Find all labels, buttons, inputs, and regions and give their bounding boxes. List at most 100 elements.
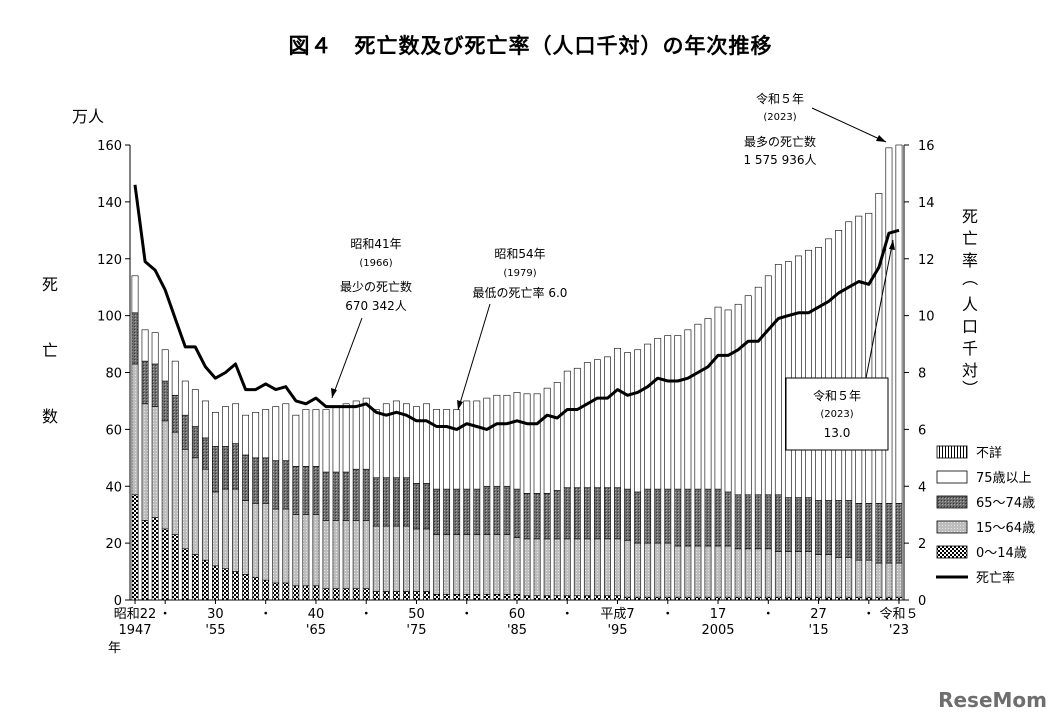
bar-segment-0 [382, 591, 390, 601]
x-tick-label: 60 [509, 607, 526, 622]
bar-segment-0 [855, 596, 863, 601]
bar-segment-3 [563, 370, 571, 488]
bar-segment-3 [161, 349, 169, 382]
legend-swatch [936, 520, 968, 534]
bar-segment-2 [784, 497, 792, 552]
bar-segment-2 [151, 363, 159, 407]
bar-segment-0 [352, 588, 360, 601]
bar-segment-2 [272, 460, 280, 510]
bar-segment-2 [443, 488, 451, 535]
bar-segment-0 [533, 595, 541, 601]
right-axis-label-char: 対 [962, 361, 978, 380]
bar-segment-0 [453, 594, 461, 601]
bar-segment-0 [483, 594, 491, 601]
bar-segment-3 [382, 403, 390, 479]
bar-segment-3 [312, 409, 320, 467]
bar-segment-1 [895, 562, 903, 598]
bar-segment-1 [362, 520, 370, 589]
bar-segment-1 [825, 554, 833, 598]
bar-segment-0 [704, 596, 712, 601]
bar-segment-3 [825, 238, 833, 501]
bar-segment-3 [232, 403, 239, 444]
watermark: ReseMom [938, 688, 1047, 712]
annotation-text: (2023) [820, 409, 853, 420]
bar-segment-1 [563, 538, 571, 597]
bar-segment-1 [533, 538, 541, 597]
bar-segment-3 [473, 400, 481, 490]
legend-label: 75歳以上 [976, 471, 1032, 486]
bar-segment-3 [805, 249, 812, 498]
bar-segment-3 [774, 264, 782, 496]
bar-segment-0 [392, 591, 400, 601]
left-tick-label: 160 [97, 139, 122, 154]
x-tick-label: 17 [710, 607, 727, 622]
bar-segment-3 [352, 400, 360, 470]
bar-segment-2 [734, 494, 742, 550]
bar-segment-2 [201, 437, 209, 470]
bar-segment-3 [433, 409, 441, 490]
bar-segment-3 [593, 359, 601, 488]
bar-segment-2 [413, 483, 420, 530]
bar-segment-0 [724, 596, 732, 601]
bar-segment-1 [292, 514, 300, 587]
bar-segment-3 [704, 318, 712, 490]
bar-segment-1 [654, 542, 662, 598]
right-tick-label: 2 [918, 537, 926, 552]
right-axis-label-char: 千 [962, 339, 978, 358]
bar-segment-2 [744, 494, 752, 550]
bar-segment-0 [372, 591, 380, 601]
x-tick-sublabel: 2005 [701, 623, 734, 638]
bar-segment-1 [784, 551, 792, 598]
bar-segment-2 [423, 483, 430, 530]
bar-segment-3 [282, 403, 290, 461]
bar-segment-0 [684, 596, 692, 601]
annotation-text: 最少の死亡数 [340, 279, 412, 294]
bar-segment-2 [825, 500, 833, 555]
bar-segment-2 [312, 466, 320, 515]
bar-segment-2 [805, 497, 812, 552]
bar-segment-3 [443, 409, 451, 490]
bar-segment-3 [362, 397, 370, 470]
x-tick-label: 30 [207, 607, 224, 622]
bar-segment-3 [754, 286, 762, 496]
bar-segment-2 [553, 490, 561, 540]
x-tick-label: ・ [561, 607, 574, 622]
bar-segment-2 [342, 471, 350, 521]
bar-segment-2 [382, 477, 390, 527]
bar-segment-1 [161, 420, 169, 530]
bar-segment-3 [131, 275, 139, 314]
bar-segment-0 [654, 596, 662, 601]
bar-segment-0 [543, 595, 551, 601]
x-tick-label: 令和５ [879, 607, 918, 622]
left-tick-label: 20 [105, 537, 122, 552]
bar-segment-2 [131, 312, 139, 365]
annotation-text: (1979) [503, 268, 536, 279]
bar-segment-0 [463, 594, 471, 601]
bar-segment-2 [624, 488, 631, 541]
bar-segment-0 [181, 548, 189, 601]
bar-segment-1 [232, 488, 239, 572]
bar-segment-1 [382, 525, 390, 592]
bar-segment-1 [453, 534, 461, 595]
bar-segment-1 [352, 520, 360, 589]
bar-segment-2 [473, 488, 481, 535]
bar-segment-3 [302, 409, 310, 467]
bar-segment-2 [855, 503, 863, 561]
bar-segment-1 [835, 557, 843, 598]
bar-segment-1 [724, 545, 732, 598]
bar-segment-0 [604, 595, 611, 601]
bar-segment-0 [734, 596, 742, 601]
right-tick-label: 8 [918, 367, 926, 382]
bar-segment-0 [161, 528, 169, 601]
bar-segment-0 [212, 565, 219, 601]
bar-segment-3 [714, 306, 722, 490]
bar-segment-0 [503, 594, 511, 601]
bar-segment-0 [222, 568, 229, 601]
bar-segment-2 [543, 493, 551, 540]
bar-segment-3 [423, 403, 430, 484]
bar-segment-1 [885, 562, 893, 598]
left-tick-label: 60 [105, 423, 122, 438]
bar-segment-0 [242, 574, 250, 601]
bar-segment-0 [523, 595, 531, 601]
